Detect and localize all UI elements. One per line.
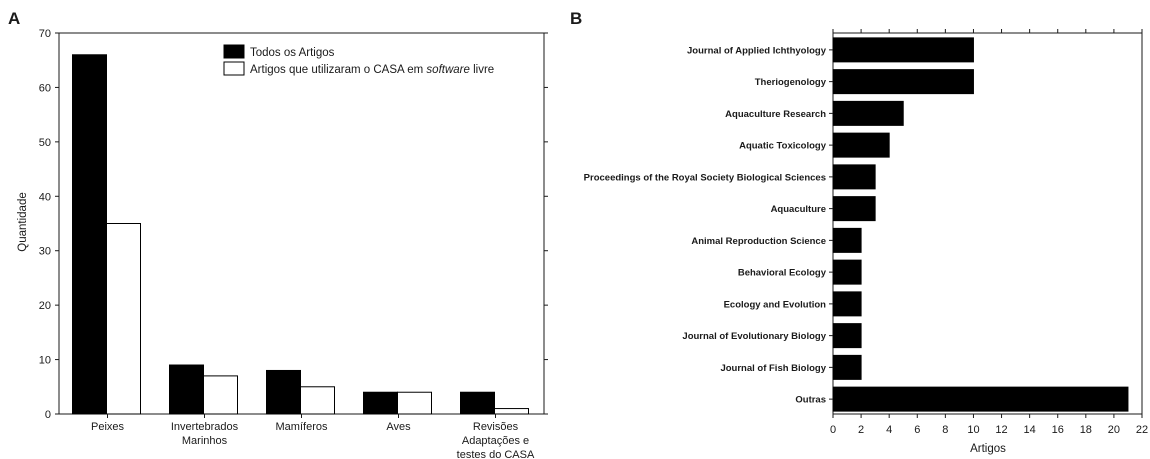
bar-todos <box>72 54 107 415</box>
panel-a-y-axis-title: Quantidade <box>17 192 29 251</box>
panel-a-category-labels: Peixes Invertebrados Marinhos Mamíferos Aves… <box>91 414 535 459</box>
panel-b-plot-frame <box>832 32 1143 415</box>
hbar <box>832 100 904 126</box>
y-category-label: Aquaculture Research <box>725 109 826 120</box>
y-tick-label: 30 <box>39 246 51 258</box>
bar-software-livre <box>494 408 529 415</box>
legend-label-todos-text: Todos os Artigos <box>250 47 335 59</box>
x-tick-label: 10 <box>967 424 979 436</box>
x-category-label: Invertebrados Marinhos <box>171 421 239 447</box>
hbar <box>832 69 974 95</box>
x-category-label: Aves <box>386 421 411 433</box>
legend-label-software-livre: Artigos que utilizaram o CASA em softwar… <box>250 64 494 76</box>
panel-b-x-ticks: 0 2 4 6 8 10 12 14 16 18 20 22 <box>830 29 1148 436</box>
y-category-label: Aquaculture <box>771 204 826 215</box>
x-category-label-line: Peixes <box>91 421 125 433</box>
panel-b-letter: B <box>570 9 582 28</box>
panel-a-legend: Todos os Artigos Artigos que utilizaram … <box>223 44 494 76</box>
legend-swatch-software-livre <box>223 61 245 76</box>
bar-todos <box>266 369 301 415</box>
x-tick-label: 0 <box>830 424 836 436</box>
x-category-label-line: Invertebrados <box>171 421 239 433</box>
hbar <box>832 196 876 222</box>
panel-a-chart: A Quantidade 0 10 20 30 40 50 60 70 Peixes Inver… <box>8 9 548 459</box>
panel-b-category-labels: Journal of Applied Ichthyology Theriogeno… <box>584 45 833 406</box>
bar-software-livre <box>397 391 432 415</box>
y-category-label: Theriogenology <box>755 77 827 88</box>
y-tick-label: 10 <box>39 355 51 367</box>
x-tick-label: 18 <box>1080 424 1092 436</box>
legend-label-part-1: Artigos que utilizaram o CASA em <box>250 64 426 76</box>
x-tick-label: 4 <box>886 424 892 436</box>
y-tick-label: 20 <box>39 300 51 312</box>
y-category-label: Outras <box>795 395 826 406</box>
hbar <box>832 354 862 380</box>
panel-b-bars <box>832 37 1129 412</box>
x-tick-label: 6 <box>914 424 920 436</box>
x-category-label-line: Revisões <box>473 421 519 433</box>
x-category-label-line: Mamíferos <box>276 421 328 433</box>
x-tick-label: 20 <box>1108 424 1120 436</box>
legend-swatch-todos <box>223 44 245 59</box>
y-category-label: Animal Reproduction Science <box>691 236 826 247</box>
legend-label-part-3: livre <box>470 64 494 76</box>
y-tick-label: 60 <box>39 82 51 94</box>
legend-label-todos: Todos os Artigos <box>250 47 335 59</box>
bar-software-livre <box>106 223 141 415</box>
hbar <box>832 259 862 285</box>
x-category-label-line: testes do CASA <box>457 449 535 459</box>
y-tick-label: 40 <box>39 191 51 203</box>
y-tick-label: 70 <box>39 28 51 40</box>
hbar <box>832 37 974 63</box>
hbar <box>832 291 862 317</box>
y-category-label: Behavioral Ecology <box>738 268 827 279</box>
y-category-label: Aquatic Toxicology <box>739 141 827 152</box>
hbar <box>832 227 862 253</box>
x-tick-label: 2 <box>858 424 864 436</box>
hbar <box>832 323 862 349</box>
panel-b-chart: B Journal of Applied Ichthyology Therioge… <box>570 9 1148 455</box>
x-category-label-line: Aves <box>386 421 411 433</box>
y-category-label: Journal of Applied Ichthyology <box>687 45 827 56</box>
legend-label-part-2: software <box>426 64 469 76</box>
panel-b-x-axis-title: Artigos <box>970 443 1006 455</box>
y-tick-label: 50 <box>39 137 51 149</box>
panel-a-y-ticks: 0 10 20 30 40 50 60 70 <box>39 28 548 421</box>
hbar <box>832 386 1129 412</box>
y-category-label: Proceedings of the Royal Society Biologi… <box>584 172 826 183</box>
y-category-label: Ecology and Evolution <box>724 299 827 310</box>
panel-a-letter: A <box>8 9 20 28</box>
x-tick-label: 8 <box>942 424 948 436</box>
x-category-label: Peixes <box>91 421 125 433</box>
x-category-label: Revisões Adaptações e testes do CASA <box>457 421 535 459</box>
x-tick-label: 22 <box>1136 424 1148 436</box>
bar-software-livre <box>300 386 335 415</box>
bar-todos <box>363 391 398 415</box>
y-category-label: Journal of Evolutionary Biology <box>682 331 826 342</box>
bar-software-livre <box>203 375 238 415</box>
hbar <box>832 164 876 190</box>
bar-todos <box>169 364 204 415</box>
y-tick-label: 0 <box>45 409 51 421</box>
hbar <box>832 132 890 158</box>
x-tick-label: 16 <box>1052 424 1064 436</box>
x-category-label-line: Marinhos <box>182 435 228 447</box>
y-category-label: Journal of Fish Biology <box>720 363 826 374</box>
x-tick-label: 12 <box>995 424 1007 436</box>
x-category-label: Mamíferos <box>276 421 328 433</box>
panel-a-bars <box>72 54 529 415</box>
x-tick-label: 14 <box>1024 424 1036 436</box>
x-category-label-line: Adaptações e <box>462 435 529 447</box>
bar-todos <box>460 391 495 415</box>
